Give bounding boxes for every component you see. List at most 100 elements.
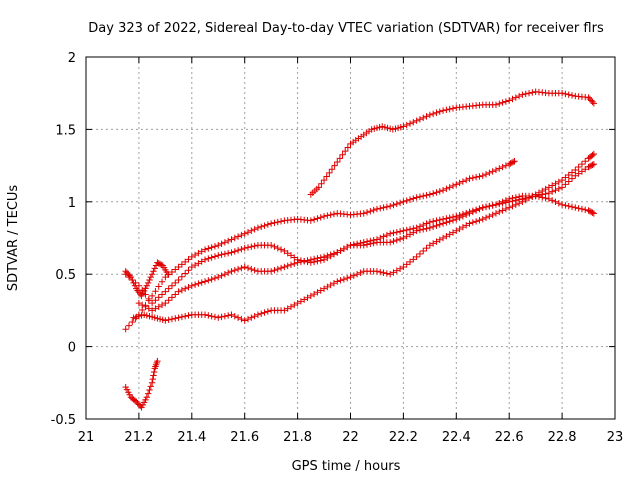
data-point xyxy=(406,196,414,203)
data-point xyxy=(492,101,500,108)
data-point xyxy=(334,278,341,285)
data-point xyxy=(410,229,417,236)
data-point xyxy=(492,166,500,174)
data-point xyxy=(181,258,189,266)
data-point xyxy=(228,249,235,256)
data-point xyxy=(143,312,151,319)
data-point xyxy=(143,394,151,401)
data-point xyxy=(506,160,513,168)
data-point xyxy=(433,189,440,196)
data-point xyxy=(228,268,235,275)
x-tick-label: 22 xyxy=(342,430,359,445)
data-point xyxy=(499,207,506,214)
data-point xyxy=(420,247,427,255)
data-point xyxy=(330,210,338,218)
data-point xyxy=(585,163,592,171)
data-point xyxy=(443,185,450,192)
data-point xyxy=(410,118,417,126)
data-point xyxy=(271,243,278,250)
data-point xyxy=(172,279,179,287)
data-point xyxy=(152,305,159,312)
data-point xyxy=(578,205,586,213)
data-point xyxy=(479,215,486,223)
data-point xyxy=(562,181,569,188)
data-point xyxy=(158,278,166,286)
data-point xyxy=(463,176,470,184)
data-point xyxy=(156,315,164,323)
data-point xyxy=(241,317,248,324)
data-point xyxy=(545,195,553,203)
data-point xyxy=(406,120,414,127)
data-point xyxy=(317,214,324,221)
data-point xyxy=(350,272,358,279)
data-point xyxy=(310,255,318,263)
data-point xyxy=(558,184,566,191)
data-point xyxy=(150,268,157,275)
data-point xyxy=(231,248,238,255)
data-point xyxy=(423,113,430,120)
data-point xyxy=(492,201,500,208)
data-point xyxy=(123,269,131,276)
data-point xyxy=(336,155,344,162)
data-point xyxy=(496,200,503,207)
data-point xyxy=(416,226,424,234)
data-point xyxy=(154,357,161,365)
data-point xyxy=(284,305,291,312)
data-point xyxy=(456,225,463,233)
data-point xyxy=(400,123,407,130)
data-point xyxy=(201,278,209,285)
data-point xyxy=(446,231,453,238)
data-point xyxy=(426,218,434,226)
data-point xyxy=(234,247,242,254)
data-point xyxy=(251,226,258,233)
data-point xyxy=(373,268,381,275)
data-point xyxy=(400,263,407,271)
data-point xyxy=(344,144,352,151)
data-point xyxy=(486,202,493,210)
x-tick-label: 22.8 xyxy=(548,430,577,445)
data-point xyxy=(241,263,248,271)
data-point xyxy=(221,271,229,278)
data-point xyxy=(198,258,205,265)
data-point xyxy=(545,189,553,197)
data-point xyxy=(238,231,245,239)
data-point xyxy=(211,243,219,250)
data-point xyxy=(294,299,301,307)
data-point xyxy=(373,205,381,213)
data-point xyxy=(393,236,400,244)
data-point xyxy=(159,316,166,324)
data-point xyxy=(149,375,156,383)
data-point xyxy=(248,243,255,250)
data-point xyxy=(320,253,328,261)
data-point xyxy=(590,160,598,168)
data-point xyxy=(512,94,520,101)
data-point xyxy=(122,326,129,333)
data-point xyxy=(274,218,281,226)
data-point xyxy=(205,277,212,284)
data-point xyxy=(562,174,569,181)
data-point xyxy=(390,269,397,276)
data-point xyxy=(314,289,321,296)
data-point xyxy=(191,251,199,259)
data-point xyxy=(568,203,576,211)
data-point xyxy=(406,231,414,238)
data-point xyxy=(446,218,453,225)
data-point xyxy=(134,399,141,407)
data-point xyxy=(506,195,513,203)
data-point xyxy=(446,184,453,191)
data-point xyxy=(267,242,275,249)
data-point xyxy=(367,240,374,247)
series-trace-2 xyxy=(122,158,518,333)
data-point xyxy=(251,267,258,274)
data-point xyxy=(178,313,186,321)
data-point xyxy=(539,194,546,201)
data-point xyxy=(238,246,245,253)
data-point xyxy=(129,276,136,284)
data-point xyxy=(330,250,338,257)
data-point xyxy=(486,169,493,177)
data-point xyxy=(582,158,589,165)
data-point xyxy=(181,285,189,292)
data-point xyxy=(371,125,378,132)
data-point xyxy=(542,194,549,202)
data-point xyxy=(449,229,457,236)
